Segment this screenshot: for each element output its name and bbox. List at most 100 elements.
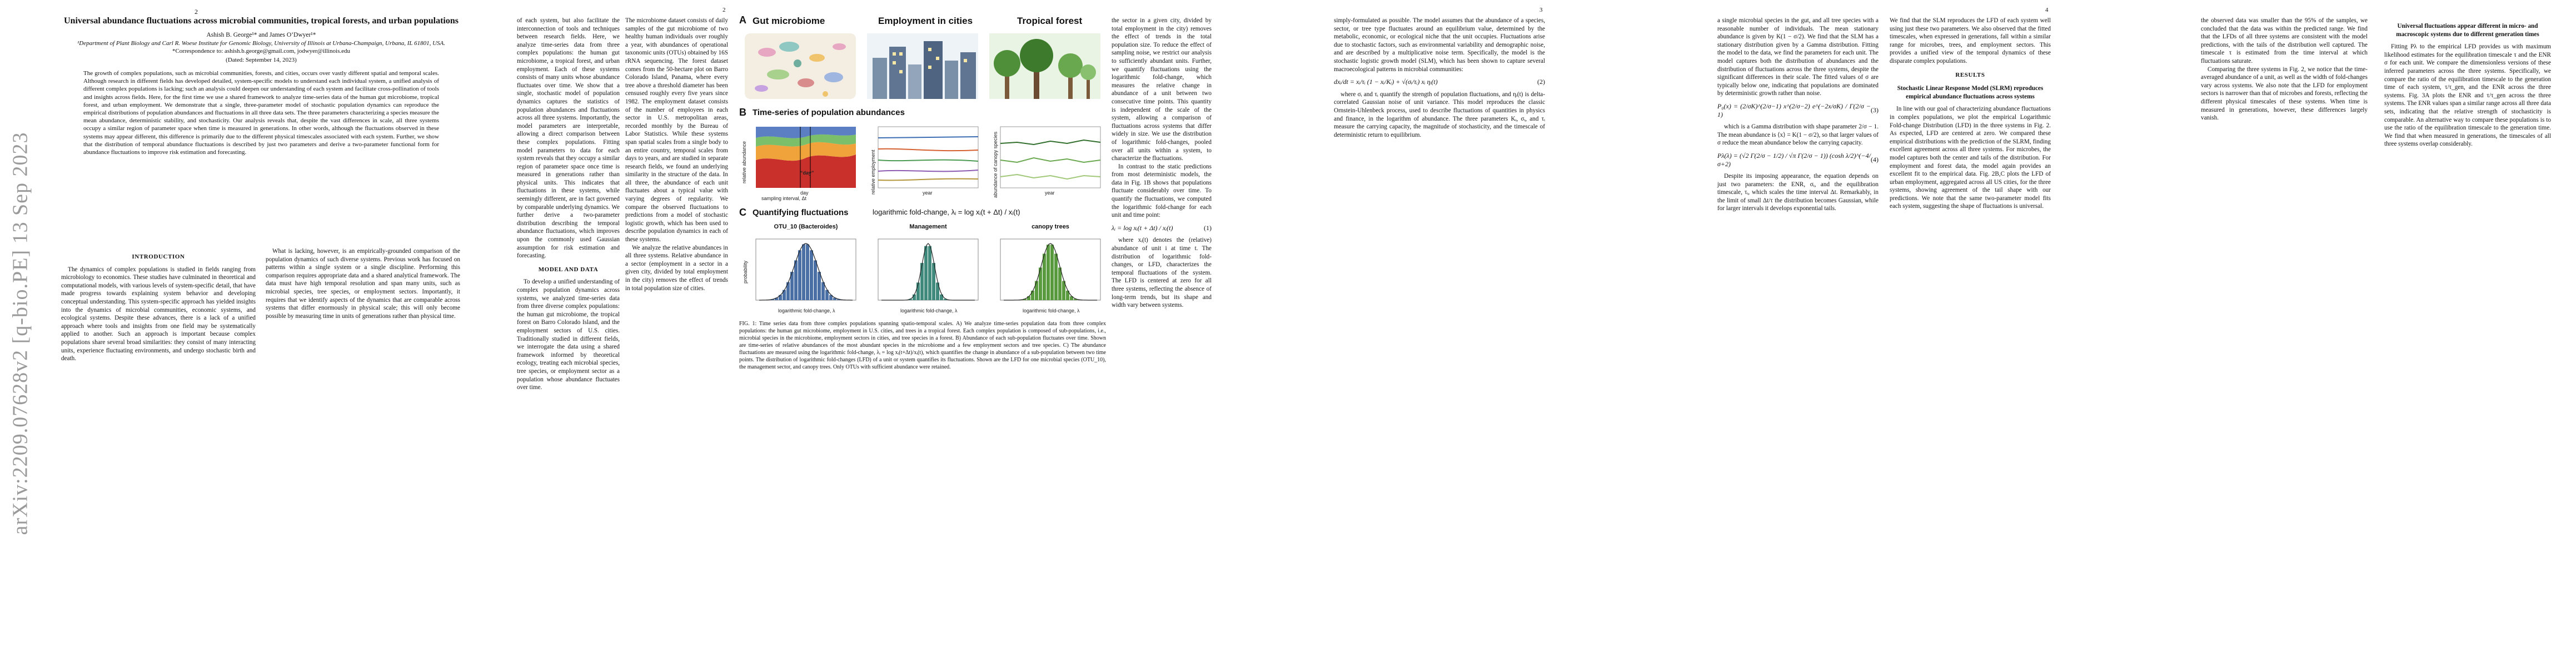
- page3-paragraph: In contrast to the static predictions fr…: [1112, 163, 1212, 219]
- panel-b-title: Time-series of population abundances: [753, 108, 905, 117]
- histogram-bar: [837, 299, 840, 300]
- page5-paragraph: the observed data was smaller than the 9…: [2201, 17, 2368, 64]
- histogram-bar: [1066, 291, 1069, 300]
- page-3-number: 3: [1539, 7, 1543, 13]
- microbiome-timeseries: [756, 127, 856, 188]
- page4-col2: We find that the SLM reproduces the LFD …: [1890, 17, 2051, 211]
- page-2-number: 2: [723, 7, 726, 13]
- page2-paragraph: of each system, but also facilitate the …: [517, 17, 620, 260]
- histogram-bar: [1043, 253, 1046, 300]
- panel-b-xlabel-2: year: [923, 190, 933, 196]
- histogram-bar: [821, 282, 825, 300]
- histogram-bar: [1023, 298, 1027, 300]
- histogram-bar: [1070, 296, 1073, 300]
- histogram-bar: [916, 282, 920, 300]
- hist-title-otu: OTU_10 (Bacteroides): [774, 223, 838, 230]
- authors: Ashish B. George¹* and James O’Dwyer¹*: [206, 32, 316, 38]
- histogram-bar: [913, 294, 916, 300]
- hist-title-trees: canopy trees: [1032, 223, 1069, 230]
- hist-xlabel-2: logarithmic fold-change, λ: [900, 308, 958, 313]
- histogram-bar: [1031, 291, 1034, 300]
- equation-4: Pλ(λ) = (√2 Γ(2/σ − 1/2) / √π Γ(2/σ − 1)…: [1717, 151, 1879, 168]
- panel-a-illustrations: [745, 33, 1100, 99]
- results-subsection-2: Universal fluctuations appear different …: [2396, 23, 2539, 38]
- histogram-bar: [825, 290, 829, 300]
- panel-a-title-forest: Tropical forest: [1017, 16, 1083, 26]
- panel-b-letter: B: [739, 107, 746, 118]
- employment-timeseries: [878, 126, 979, 188]
- histogram-bar: [1047, 245, 1050, 300]
- page4-paragraph: In line with our goal of characterizing …: [1890, 106, 2051, 210]
- histogram-bar: [806, 244, 809, 300]
- city-illustration: [867, 33, 978, 99]
- page3-paragraph: where xᵢ(t) denotes the (relative) abund…: [1112, 237, 1212, 309]
- histogram-bar: [786, 282, 790, 300]
- histogram-bar: [818, 272, 821, 300]
- fit-curve: [881, 243, 975, 301]
- page2-col1: of each system, but also facilitate the …: [517, 17, 620, 392]
- histogram-bar: [936, 282, 939, 300]
- page-2-number: 2: [195, 8, 198, 16]
- histogram-bar: [833, 297, 836, 300]
- page4-paragraph: We find that the SLM reproduces the LFD …: [1890, 17, 2051, 64]
- histogram-bar: [1054, 253, 1058, 300]
- figure-caption: FIG. 1: Time series data from three comp…: [739, 321, 1106, 370]
- panel-c-histograms: [755, 238, 1101, 301]
- equation-2: dxᵢ/dt = xᵢ/τᵢ (1 − xᵢ/Kᵢ) + √(σᵢ/τᵢ) xᵢ…: [1334, 78, 1545, 86]
- histogram-bar: [798, 250, 801, 300]
- histogram-bar: [928, 246, 931, 300]
- introduction-heading: INTRODUCTION: [132, 253, 185, 260]
- fit-curve: [759, 243, 853, 301]
- page2-col2: The microbiome dataset consists of daily…: [625, 17, 728, 292]
- correspondence: *Correspondence to: ashish.b.george@gmai…: [172, 48, 351, 54]
- page-4-number: 4: [2045, 7, 2049, 13]
- page1-col1: INTRODUCTION The dynamics of complex pop…: [61, 247, 256, 363]
- histogram-bar: [920, 263, 924, 300]
- histogram-bar: [794, 260, 798, 300]
- forest-timeseries: [1000, 126, 1101, 188]
- page2-paragraph: We analyze the relative abundances in al…: [625, 244, 728, 292]
- panel-c-formula: logarithmic fold-change, λᵢ = log xᵢ(t +…: [873, 208, 1020, 216]
- microbiome-illustration: [745, 33, 856, 99]
- histogram-bar: [940, 294, 943, 300]
- page1-col2: What is lacking, however, is an empirica…: [266, 247, 460, 320]
- equation-1: λᵢ = log xᵢ(t + Δt) / xᵢ(t) (1): [1112, 223, 1212, 232]
- model-data-heading: MODEL AND DATA: [538, 266, 599, 273]
- intro-paragraph: What is lacking, however, is an empirica…: [266, 248, 460, 320]
- page3-paragraph: where σᵢ and τᵢ quantify the strength of…: [1334, 91, 1545, 138]
- hist-xlabel-1: logarithmic fold-change, λ: [778, 308, 835, 313]
- sampling-interval-label: sampling interval, Δt: [761, 196, 807, 201]
- results-heading: RESULTS: [1955, 71, 1985, 78]
- page5-col1: the observed data was smaller than the 9…: [2201, 17, 2368, 122]
- histogram-bar: [1074, 298, 1077, 300]
- histogram-bar: [909, 298, 912, 300]
- histogram-bar: [829, 295, 833, 300]
- page2-paragraph: The microbiome dataset consists of daily…: [625, 17, 728, 243]
- fit-curve: [1004, 243, 1097, 301]
- histogram-bar: [1062, 281, 1065, 300]
- intro-paragraph: The dynamics of complex populations is s…: [61, 266, 256, 362]
- page3-col1: the sector in a given city, divided by t…: [1112, 17, 1212, 310]
- histogram-bar: [814, 260, 817, 300]
- page5-paragraph: Comparing the three systems in Fig. 2, w…: [2201, 66, 2368, 122]
- page5-col2: Universal fluctuations appear different …: [2384, 17, 2551, 148]
- page3-paragraph: simply-formulated as possible. The model…: [1334, 17, 1545, 73]
- page4-paragraph: a single microbial species in the gut, a…: [1717, 17, 1879, 97]
- histogram-bar: [810, 250, 813, 300]
- page4-col1: a single microbial species in the gut, a…: [1717, 17, 1879, 213]
- panel-b-ylabel-2: relative employment: [870, 150, 876, 195]
- abstract: The growth of complex populations, such …: [83, 70, 439, 156]
- histogram-bar: [1050, 245, 1054, 300]
- day-annotation: “day”: [800, 170, 814, 176]
- page5-paragraph: Fitting Pλ to the empirical LFD provides…: [2384, 43, 2551, 148]
- panel-a-title-employment: Employment in cities: [878, 16, 973, 26]
- histogram-bar: [1039, 267, 1042, 300]
- histogram-bar: [1027, 296, 1030, 300]
- hist-xlabel-3: logarithmic fold-change, λ: [1023, 308, 1080, 313]
- page3-paragraph: the sector in a given city, divided by t…: [1112, 17, 1212, 162]
- date: (Dated: September 14, 2023): [226, 57, 297, 63]
- equation-3: P₀(x) = (2/σK)^(2/σ−1) x^(2/σ−2) e^(−2x/…: [1717, 102, 1879, 118]
- histogram-bar: [1035, 281, 1038, 300]
- forest-illustration: [989, 33, 1100, 99]
- results-subsection-1: Stochastic Linear Response Model (SLRM) …: [1897, 85, 2044, 100]
